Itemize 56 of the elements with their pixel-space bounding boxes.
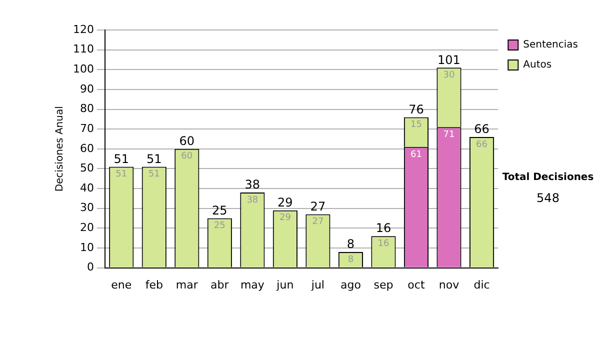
y-tick-label: 10 — [80, 240, 94, 254]
x-tick-label: dic — [474, 278, 490, 292]
total-label: 101 — [438, 52, 460, 67]
text: 548 — [536, 191, 560, 205]
x-tick-label: nov — [438, 278, 460, 292]
legend-label: Autos — [523, 60, 552, 71]
x-tick-label: sep — [374, 278, 394, 292]
text: Total Decisiones — [501, 172, 595, 183]
total-label: 60 — [179, 134, 195, 148]
y-tick-label: 110 — [72, 42, 94, 56]
y-tick-label: 30 — [80, 201, 94, 214]
data-label: 27 — [312, 217, 324, 228]
data-label: 25 — [214, 221, 226, 232]
data-label: 8 — [348, 254, 354, 265]
total-label: 27 — [310, 199, 326, 214]
y-tick-label: 20 — [80, 221, 94, 234]
y-tick-label: 50 — [80, 162, 94, 175]
legend-label: Sentencias — [523, 40, 578, 51]
total-label: 8 — [346, 237, 355, 252]
x-tick-label: ago — [340, 278, 362, 292]
y-tick-label: 100 — [72, 62, 94, 76]
total-label: 76 — [408, 102, 424, 116]
data-label: 15 — [410, 120, 422, 130]
total-label: 29 — [278, 195, 293, 210]
total-label: 25 — [212, 203, 228, 218]
y-tick-label: 90 — [80, 82, 94, 96]
total-label: 38 — [244, 178, 260, 192]
y-axis-title: Decisiones Anual — [54, 106, 66, 192]
y-tick-label: 70 — [80, 122, 94, 135]
y-tick-label: 40 — [80, 181, 94, 194]
data-label: 60 — [181, 152, 193, 162]
total-label: 16 — [376, 221, 392, 236]
x-tick-label: feb — [145, 278, 163, 292]
data-label: 51 — [116, 170, 128, 180]
y-tick-label: 0 — [86, 260, 94, 274]
x-tick-label: mar — [176, 278, 198, 292]
x-tick-label: ene — [111, 278, 132, 292]
data-label: 51 — [148, 170, 160, 180]
total-label: 51 — [114, 152, 130, 166]
data-label: 71 — [443, 130, 455, 140]
x-tick-label: jul — [310, 278, 324, 292]
data-label: 30 — [443, 70, 455, 80]
data-label: 38 — [246, 195, 258, 206]
x-tick-label: abr — [210, 278, 230, 292]
total-label: 66 — [474, 122, 490, 136]
data-label: 29 — [279, 213, 292, 224]
y-tick-label: 120 — [72, 22, 94, 36]
x-tick-label: may — [240, 278, 265, 292]
data-label: 61 — [410, 150, 422, 160]
y-tick-label: 80 — [80, 102, 94, 116]
x-tick-label: oct — [408, 278, 426, 292]
data-label: 16 — [378, 238, 390, 249]
data-label: 66 — [476, 140, 488, 150]
y-tick-label: 60 — [80, 142, 94, 155]
total-label: 51 — [146, 152, 162, 166]
x-tick-label: jun — [276, 278, 294, 292]
